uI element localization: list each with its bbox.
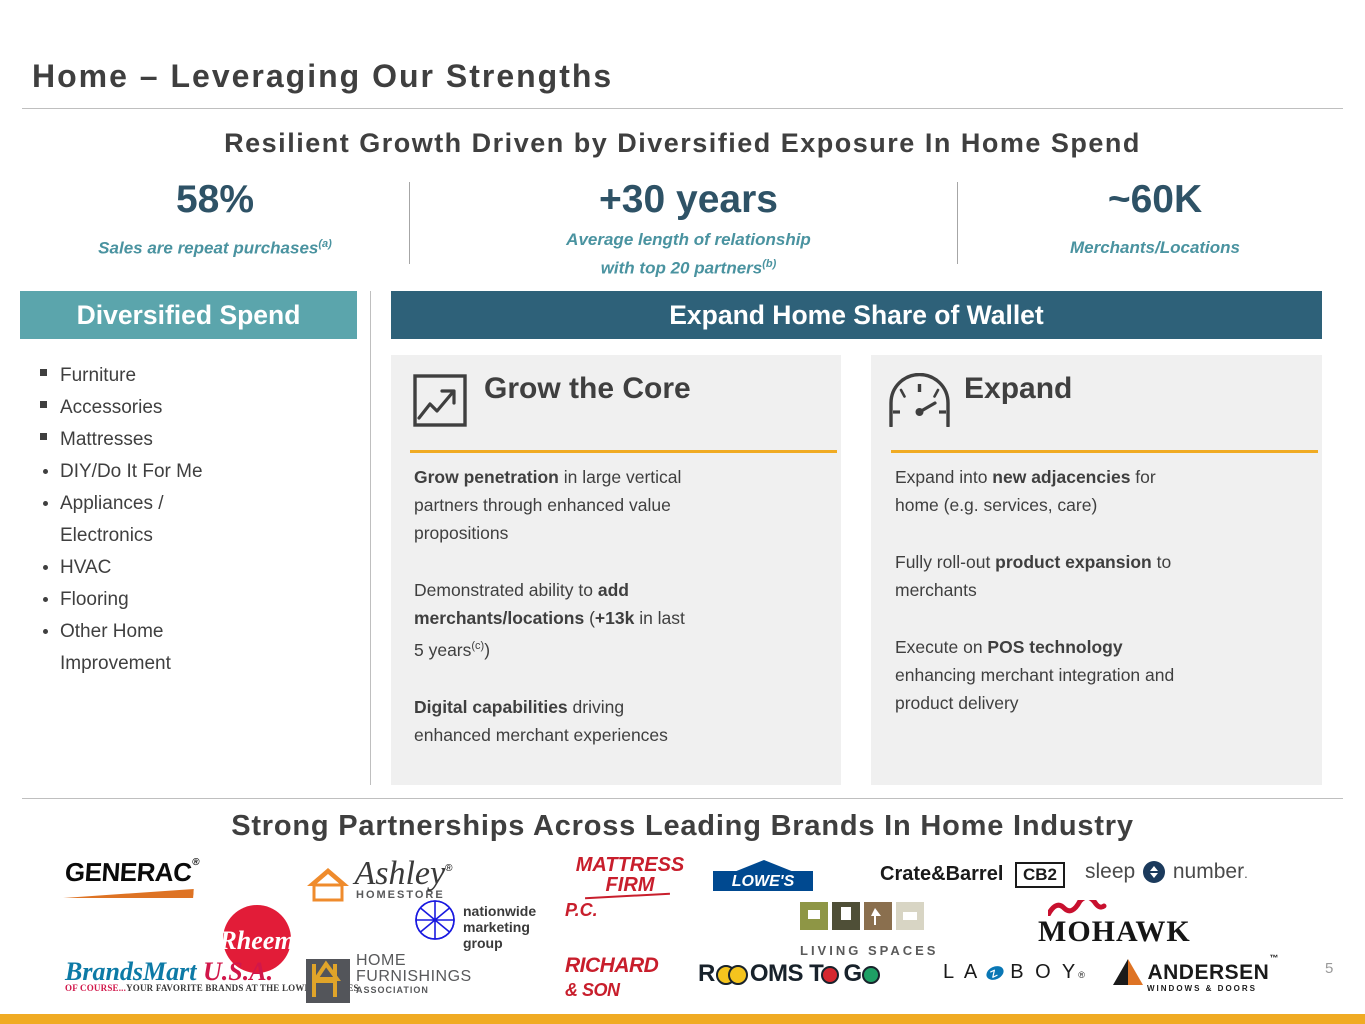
svg-text:LOWE'S: LOWE'S — [732, 873, 795, 890]
svg-text:Rheem: Rheem — [223, 926, 291, 955]
